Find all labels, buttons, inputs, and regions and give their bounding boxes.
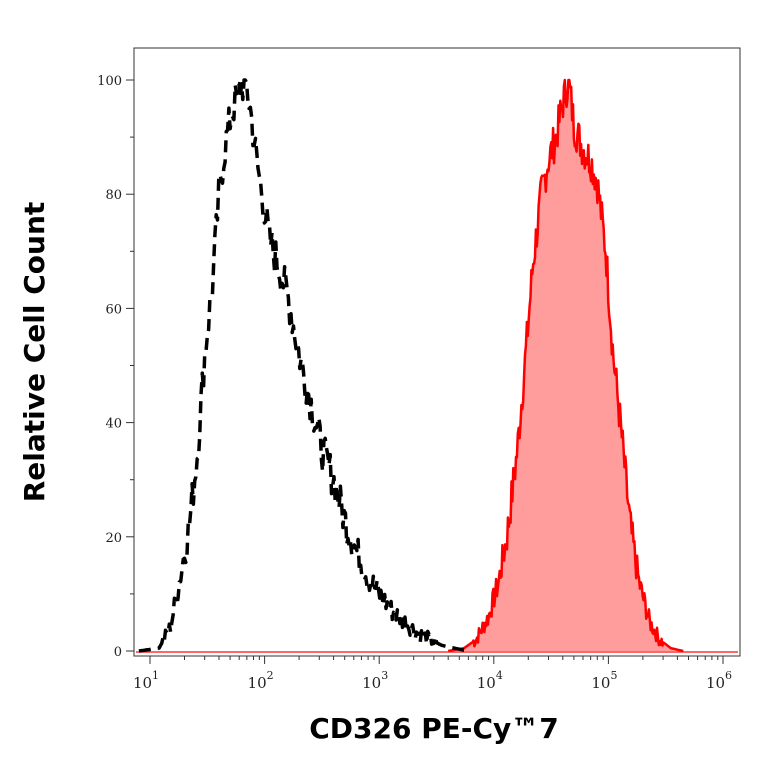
x-tick-base: 10 bbox=[591, 674, 610, 692]
x-tick-label: 104 bbox=[477, 669, 503, 692]
series-1-area bbox=[448, 80, 684, 651]
x-tick-label: 102 bbox=[248, 669, 274, 692]
series-1-line bbox=[447, 78, 684, 653]
x-tick-base: 10 bbox=[133, 674, 152, 692]
series-0-line bbox=[138, 78, 469, 653]
series-layer bbox=[136, 78, 738, 653]
x-tick-exponent: 1 bbox=[152, 669, 159, 682]
x-tick-label: 101 bbox=[133, 669, 159, 692]
x-tick-exponent: 4 bbox=[496, 669, 503, 682]
y-tick-label: 80 bbox=[105, 188, 122, 203]
x-tick-exponent: 2 bbox=[267, 669, 274, 682]
y-axis-title: Relative Cell Count bbox=[18, 202, 51, 503]
y-tick-label: 0 bbox=[114, 645, 122, 660]
y-axis: 0 20 40 60 80 100 bbox=[97, 74, 134, 660]
x-tick-label: 105 bbox=[591, 669, 617, 692]
y-tick-label: 20 bbox=[105, 531, 122, 546]
x-axis-title: CD326 PE-Cy™7 bbox=[309, 712, 559, 745]
x-tick-base: 10 bbox=[477, 674, 496, 692]
x-tick-label: 103 bbox=[362, 669, 388, 692]
x-tick-base: 10 bbox=[248, 674, 267, 692]
y-tick-label: 60 bbox=[105, 302, 122, 317]
x-tick-base: 10 bbox=[362, 674, 381, 692]
x-axis: 101 102 103 104 105 106 bbox=[133, 656, 732, 692]
y-tick-label: 100 bbox=[97, 74, 122, 89]
x-tick-label: 106 bbox=[706, 669, 732, 692]
y-tick-label: 40 bbox=[105, 417, 122, 432]
x-tick-exponent: 3 bbox=[381, 669, 388, 682]
plot-frame bbox=[133, 47, 741, 657]
x-tick-exponent: 5 bbox=[610, 669, 617, 682]
x-tick-exponent: 6 bbox=[725, 669, 732, 682]
x-tick-base: 10 bbox=[706, 674, 725, 692]
